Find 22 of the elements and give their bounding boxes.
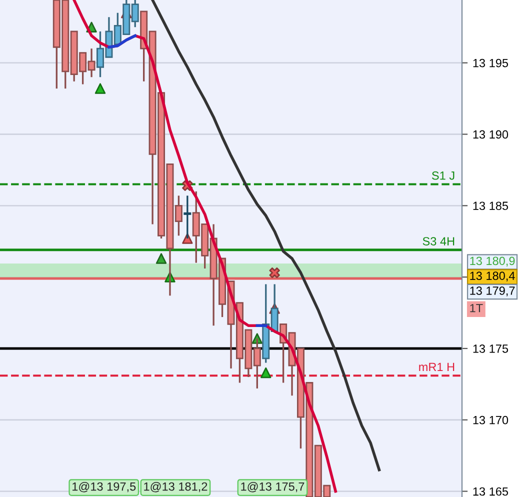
annotation: 1@13 197,5 (72, 482, 136, 492)
point (260, 367, 272, 378)
ref-line-label: S3 4H (422, 237, 454, 246)
line-series (151, 0, 381, 472)
y-tick-label: 13 190 (473, 130, 508, 139)
y-tick-label: 13 195 (473, 58, 508, 68)
text: 1T (470, 304, 483, 312)
annotation: 1@13 175,7 (241, 482, 304, 492)
text: 13 180,9 (470, 256, 515, 266)
point (94, 83, 106, 94)
y-tick-label: 13 170 (473, 416, 508, 424)
point (156, 253, 167, 264)
line-series (72, 0, 337, 493)
y-tick-label: 13 165 (473, 487, 508, 496)
y-tick-label: 13 175 (473, 344, 508, 353)
y-tick-label: 13 185 (473, 202, 508, 210)
text: 13 180,4 (470, 272, 515, 282)
point (269, 267, 280, 278)
ref-line-label: mR1 H (419, 362, 454, 372)
annotation: 1@13 181,2 (144, 482, 208, 492)
text: 13 179,7 (470, 286, 515, 296)
ref-line-label: S1 J (432, 171, 454, 180)
